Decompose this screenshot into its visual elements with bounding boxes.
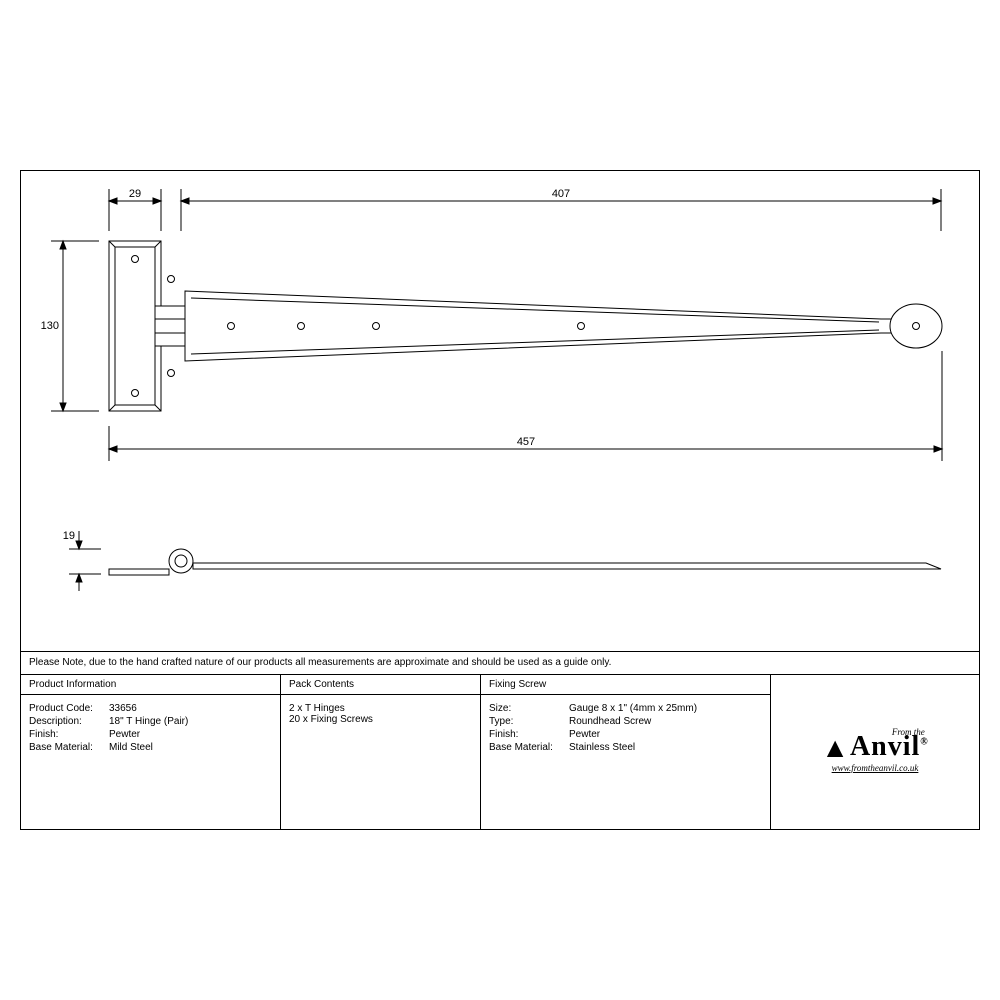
screw-base-label: Base Material: <box>489 742 569 753</box>
code-label: Product Code: <box>29 703 109 714</box>
dim-thickness: 19 <box>63 530 75 542</box>
finish-value: Pewter <box>109 729 140 740</box>
pack-header: Pack Contents <box>281 675 480 695</box>
dim-plate-width: 29 <box>129 188 141 200</box>
hinge-diagram: 29 407 130 <box>21 171 981 651</box>
disclaimer-note: Please Note, due to the hand crafted nat… <box>21 651 979 675</box>
base-value: Mild Steel <box>109 742 153 753</box>
code-value: 33656 <box>109 703 137 714</box>
screw-finish-label: Finish: <box>489 729 569 740</box>
dim-overall-length: 457 <box>517 436 535 448</box>
pack-item1: 2 x T Hinges <box>289 703 472 714</box>
desc-label: Description: <box>29 716 109 727</box>
screw-type-label: Type: <box>489 716 569 727</box>
screw-type: Roundhead Screw <box>569 716 651 727</box>
screw-base: Stainless Steel <box>569 742 635 753</box>
screw-col: Fixing Screw Size:Gauge 8 x 1" (4mm x 25… <box>481 675 771 829</box>
screw-size-label: Size: <box>489 703 569 714</box>
product-info-col: Product Information Product Code:33656 D… <box>21 675 281 829</box>
pack-item2: 20 x Fixing Screws <box>289 714 472 725</box>
note-text: Please Note, due to the hand crafted nat… <box>29 657 611 668</box>
desc-value: 18" T Hinge (Pair) <box>109 716 188 727</box>
brand-sup: From the <box>892 727 925 737</box>
screw-size: Gauge 8 x 1" (4mm x 25mm) <box>569 703 697 714</box>
screw-header: Fixing Screw <box>481 675 770 695</box>
pack-col: Pack Contents 2 x T Hinges 20 x Fixing S… <box>281 675 481 829</box>
brand-box: From the ▲Anvil® www.fromtheanvil.co.uk <box>771 675 979 829</box>
info-table: Product Information Product Code:33656 D… <box>21 675 979 829</box>
base-label: Base Material: <box>29 742 109 753</box>
technical-drawing: 29 407 130 <box>21 171 979 651</box>
dim-strap-length: 407 <box>552 188 570 200</box>
dim-plate-height: 130 <box>41 320 59 332</box>
screw-finish: Pewter <box>569 729 600 740</box>
product-info-header: Product Information <box>21 675 280 695</box>
spec-sheet: 29 407 130 <box>20 170 980 830</box>
finish-label: Finish: <box>29 729 109 740</box>
